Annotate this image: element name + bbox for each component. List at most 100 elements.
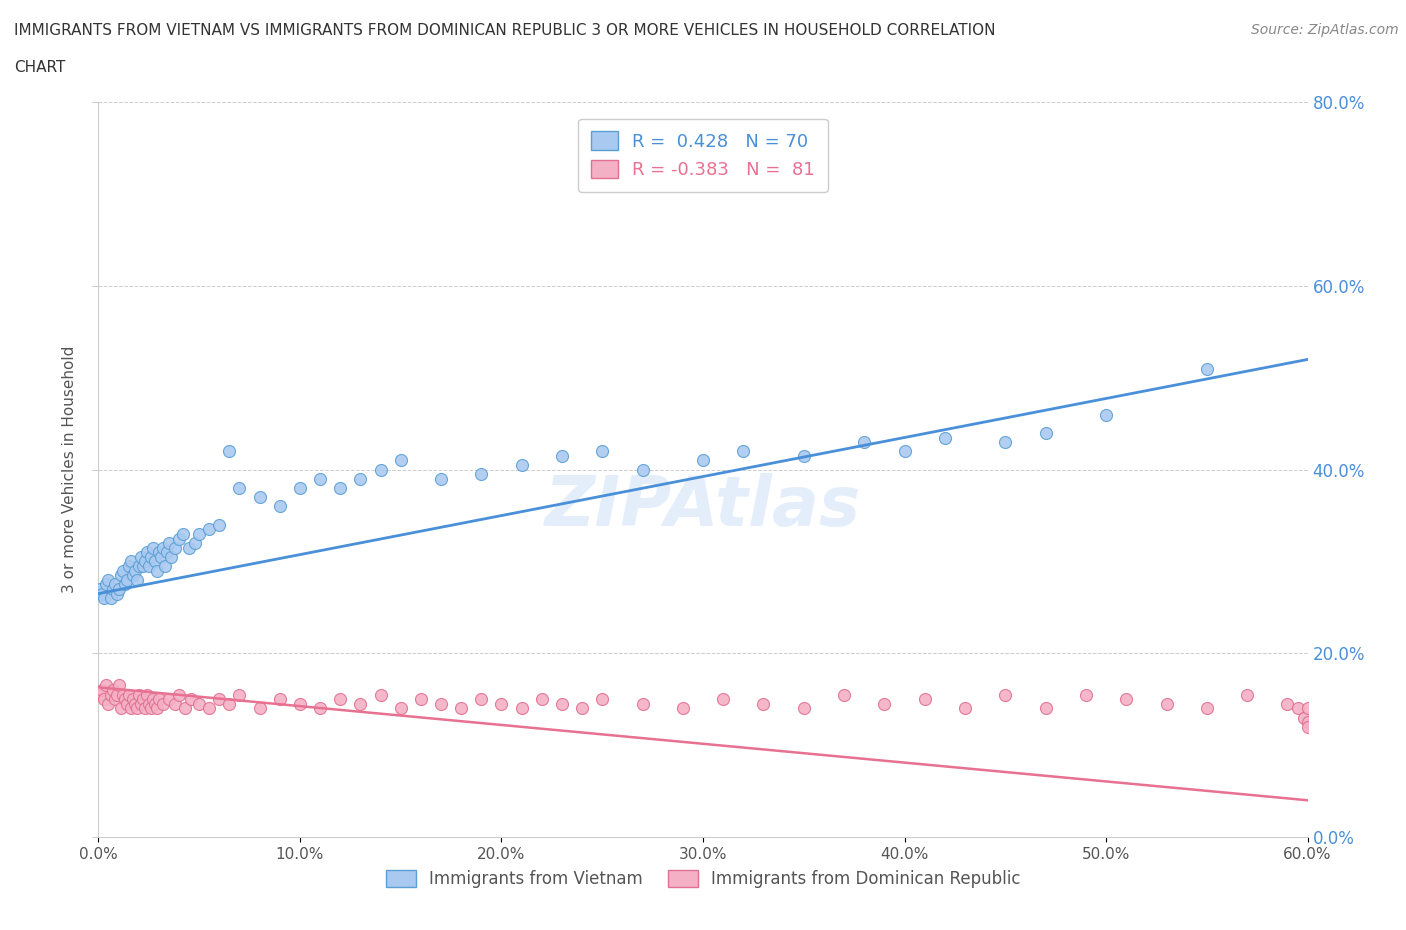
Point: [1195, 701, 1218, 716]
Point: [430, 472, 453, 486]
Point: [91, 683, 114, 698]
Point: [491, 697, 513, 711]
Point: [135, 687, 157, 702]
Point: [180, 692, 202, 707]
Point: [160, 550, 183, 565]
Point: [128, 559, 150, 574]
Point: [1035, 426, 1057, 441]
Point: [174, 701, 197, 716]
Point: [115, 697, 138, 711]
Point: [110, 701, 132, 716]
Point: [591, 692, 613, 707]
Point: [157, 692, 180, 707]
Point: [111, 564, 134, 578]
Point: [389, 453, 412, 468]
Point: [101, 683, 124, 698]
Point: [752, 697, 775, 711]
Point: [1236, 687, 1258, 702]
Point: [1296, 701, 1319, 716]
Point: [118, 687, 141, 702]
Point: [994, 434, 1017, 449]
Point: [163, 540, 186, 555]
Point: [853, 434, 876, 449]
Point: [167, 531, 190, 546]
Point: [146, 564, 169, 578]
Point: [172, 526, 194, 541]
Point: [124, 697, 146, 711]
Point: [631, 462, 654, 477]
Point: [97, 572, 120, 588]
Point: [118, 559, 141, 574]
Point: [93, 692, 115, 707]
Point: [121, 692, 143, 707]
Point: [288, 481, 311, 496]
Point: [832, 687, 855, 702]
Point: [179, 540, 201, 555]
Point: [1115, 692, 1137, 707]
Point: [148, 545, 170, 560]
Point: [370, 462, 392, 477]
Point: [1035, 701, 1057, 716]
Text: ZIPAtlas: ZIPAtlas: [546, 472, 860, 540]
Point: [470, 467, 492, 482]
Y-axis label: 3 or more Vehicles in Household: 3 or more Vehicles in Household: [62, 346, 77, 593]
Point: [1286, 701, 1309, 716]
Point: [692, 453, 714, 468]
Point: [389, 701, 412, 716]
Point: [631, 697, 654, 711]
Point: [309, 701, 332, 716]
Point: [269, 692, 291, 707]
Point: [1296, 720, 1319, 735]
Point: [143, 554, 166, 569]
Point: [139, 701, 162, 716]
Point: [91, 586, 114, 601]
Point: [793, 701, 815, 716]
Point: [129, 697, 152, 711]
Point: [1296, 715, 1319, 730]
Point: [188, 697, 211, 711]
Text: IMMIGRANTS FROM VIETNAM VS IMMIGRANTS FROM DOMINICAN REPUBLIC 3 OR MORE VEHICLES: IMMIGRANTS FROM VIETNAM VS IMMIGRANTS FR…: [14, 23, 995, 38]
Point: [139, 550, 162, 565]
Point: [110, 568, 132, 583]
Point: [125, 701, 148, 716]
Point: [89, 687, 111, 702]
Point: [953, 701, 976, 716]
Point: [105, 586, 128, 601]
Point: [129, 550, 152, 565]
Point: [591, 444, 613, 458]
Point: [152, 697, 174, 711]
Point: [450, 701, 472, 716]
Point: [96, 678, 118, 693]
Point: [101, 581, 124, 596]
Point: [1292, 711, 1315, 725]
Point: [107, 581, 129, 596]
Point: [188, 526, 211, 541]
Point: [218, 444, 240, 458]
Point: [96, 577, 118, 591]
Point: [121, 568, 143, 583]
Point: [100, 591, 122, 605]
Point: [1277, 697, 1299, 711]
Point: [134, 701, 156, 716]
Point: [146, 701, 169, 716]
Point: [120, 701, 142, 716]
Point: [571, 701, 593, 716]
Point: [1074, 687, 1097, 702]
Point: [163, 697, 186, 711]
Point: [105, 687, 128, 702]
Text: Source: ZipAtlas.com: Source: ZipAtlas.com: [1251, 23, 1399, 37]
Point: [120, 554, 142, 569]
Point: [157, 536, 180, 551]
Point: [470, 692, 492, 707]
Point: [249, 701, 271, 716]
Point: [914, 692, 936, 707]
Point: [510, 701, 533, 716]
Point: [269, 498, 291, 513]
Point: [128, 687, 150, 702]
Point: [97, 697, 120, 711]
Point: [934, 430, 956, 445]
Point: [103, 692, 125, 707]
Point: [125, 572, 148, 588]
Point: [370, 687, 392, 702]
Point: [711, 692, 734, 707]
